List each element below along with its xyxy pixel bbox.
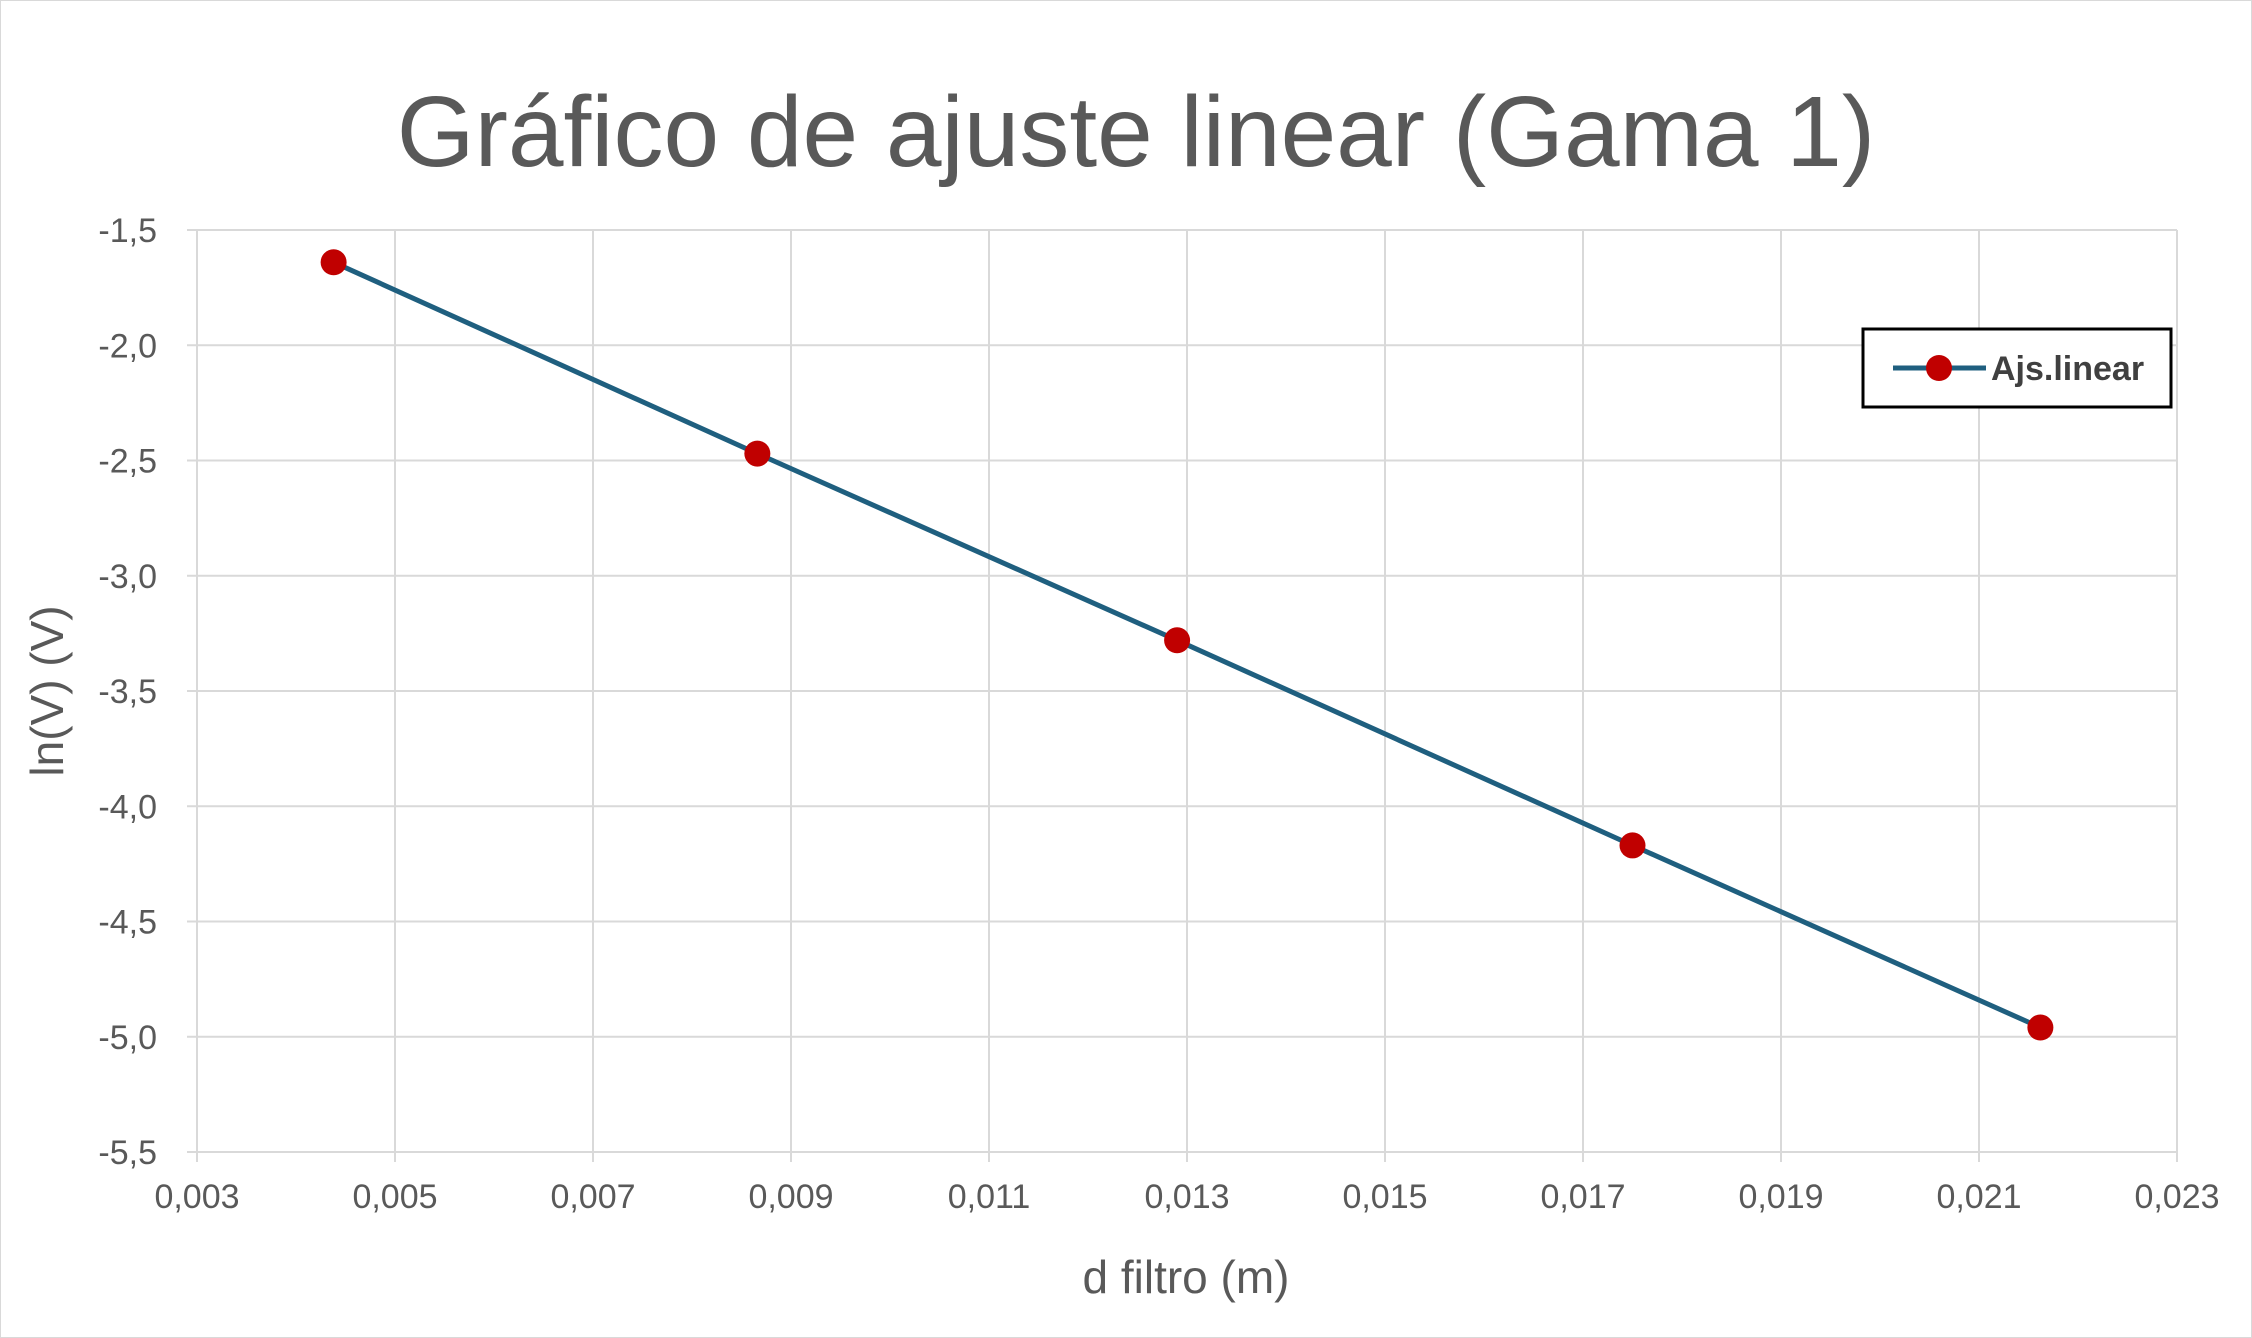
x-tick-label: 0,015 bbox=[1342, 1178, 1427, 1216]
data-point bbox=[320, 249, 347, 276]
data-point bbox=[1164, 627, 1191, 654]
y-tick-label: -3,5 bbox=[98, 673, 157, 711]
legend-label: Ajs.linear bbox=[1991, 350, 2144, 388]
y-axis-title: ln(V) (V) bbox=[21, 605, 73, 776]
data-point bbox=[744, 440, 771, 467]
x-tick-label: 0,011 bbox=[948, 1178, 1031, 1216]
data-point bbox=[1619, 832, 1646, 859]
y-tick-label: -1,5 bbox=[98, 212, 157, 250]
x-tick-label: 0,023 bbox=[2134, 1178, 2219, 1216]
y-tick-label: -5,0 bbox=[98, 1019, 157, 1057]
tick-layer: 0,003 0,005 0,007 0,009 0,011 0,013 0,015 0,017… bbox=[98, 212, 2219, 1216]
x-tick-label: 0,019 bbox=[1738, 1178, 1823, 1216]
x-tick-label: 0,013 bbox=[1144, 1178, 1229, 1216]
y-tick-label: -3,0 bbox=[98, 558, 157, 596]
legend-marker-swatch bbox=[1926, 355, 1952, 381]
y-tick-label: -5,5 bbox=[98, 1134, 157, 1172]
x-tick-label: 0,005 bbox=[352, 1178, 437, 1216]
legend: Ajs.linear bbox=[1861, 327, 2173, 409]
y-tick-label: -2,5 bbox=[98, 443, 157, 481]
y-tick-label: -4,5 bbox=[98, 904, 157, 942]
y-tick-label: -4,0 bbox=[98, 788, 157, 826]
x-axis-title: d filtro (m) bbox=[1083, 1251, 1290, 1303]
x-tick-label: 0,017 bbox=[1540, 1178, 1625, 1216]
x-tick-label: 0,021 bbox=[1936, 1178, 2021, 1216]
grid-layer bbox=[187, 229, 2178, 1162]
chart-title: Gráfico de ajuste linear (Gama 1) bbox=[397, 76, 1875, 188]
series-layer bbox=[320, 249, 2054, 1041]
x-tick-label: 0,003 bbox=[154, 1178, 239, 1216]
x-tick-label: 0,009 bbox=[748, 1178, 833, 1216]
y-tick-label: -2,0 bbox=[98, 327, 157, 365]
data-point bbox=[2027, 1014, 2054, 1041]
x-tick-label: 0,007 bbox=[550, 1178, 635, 1216]
